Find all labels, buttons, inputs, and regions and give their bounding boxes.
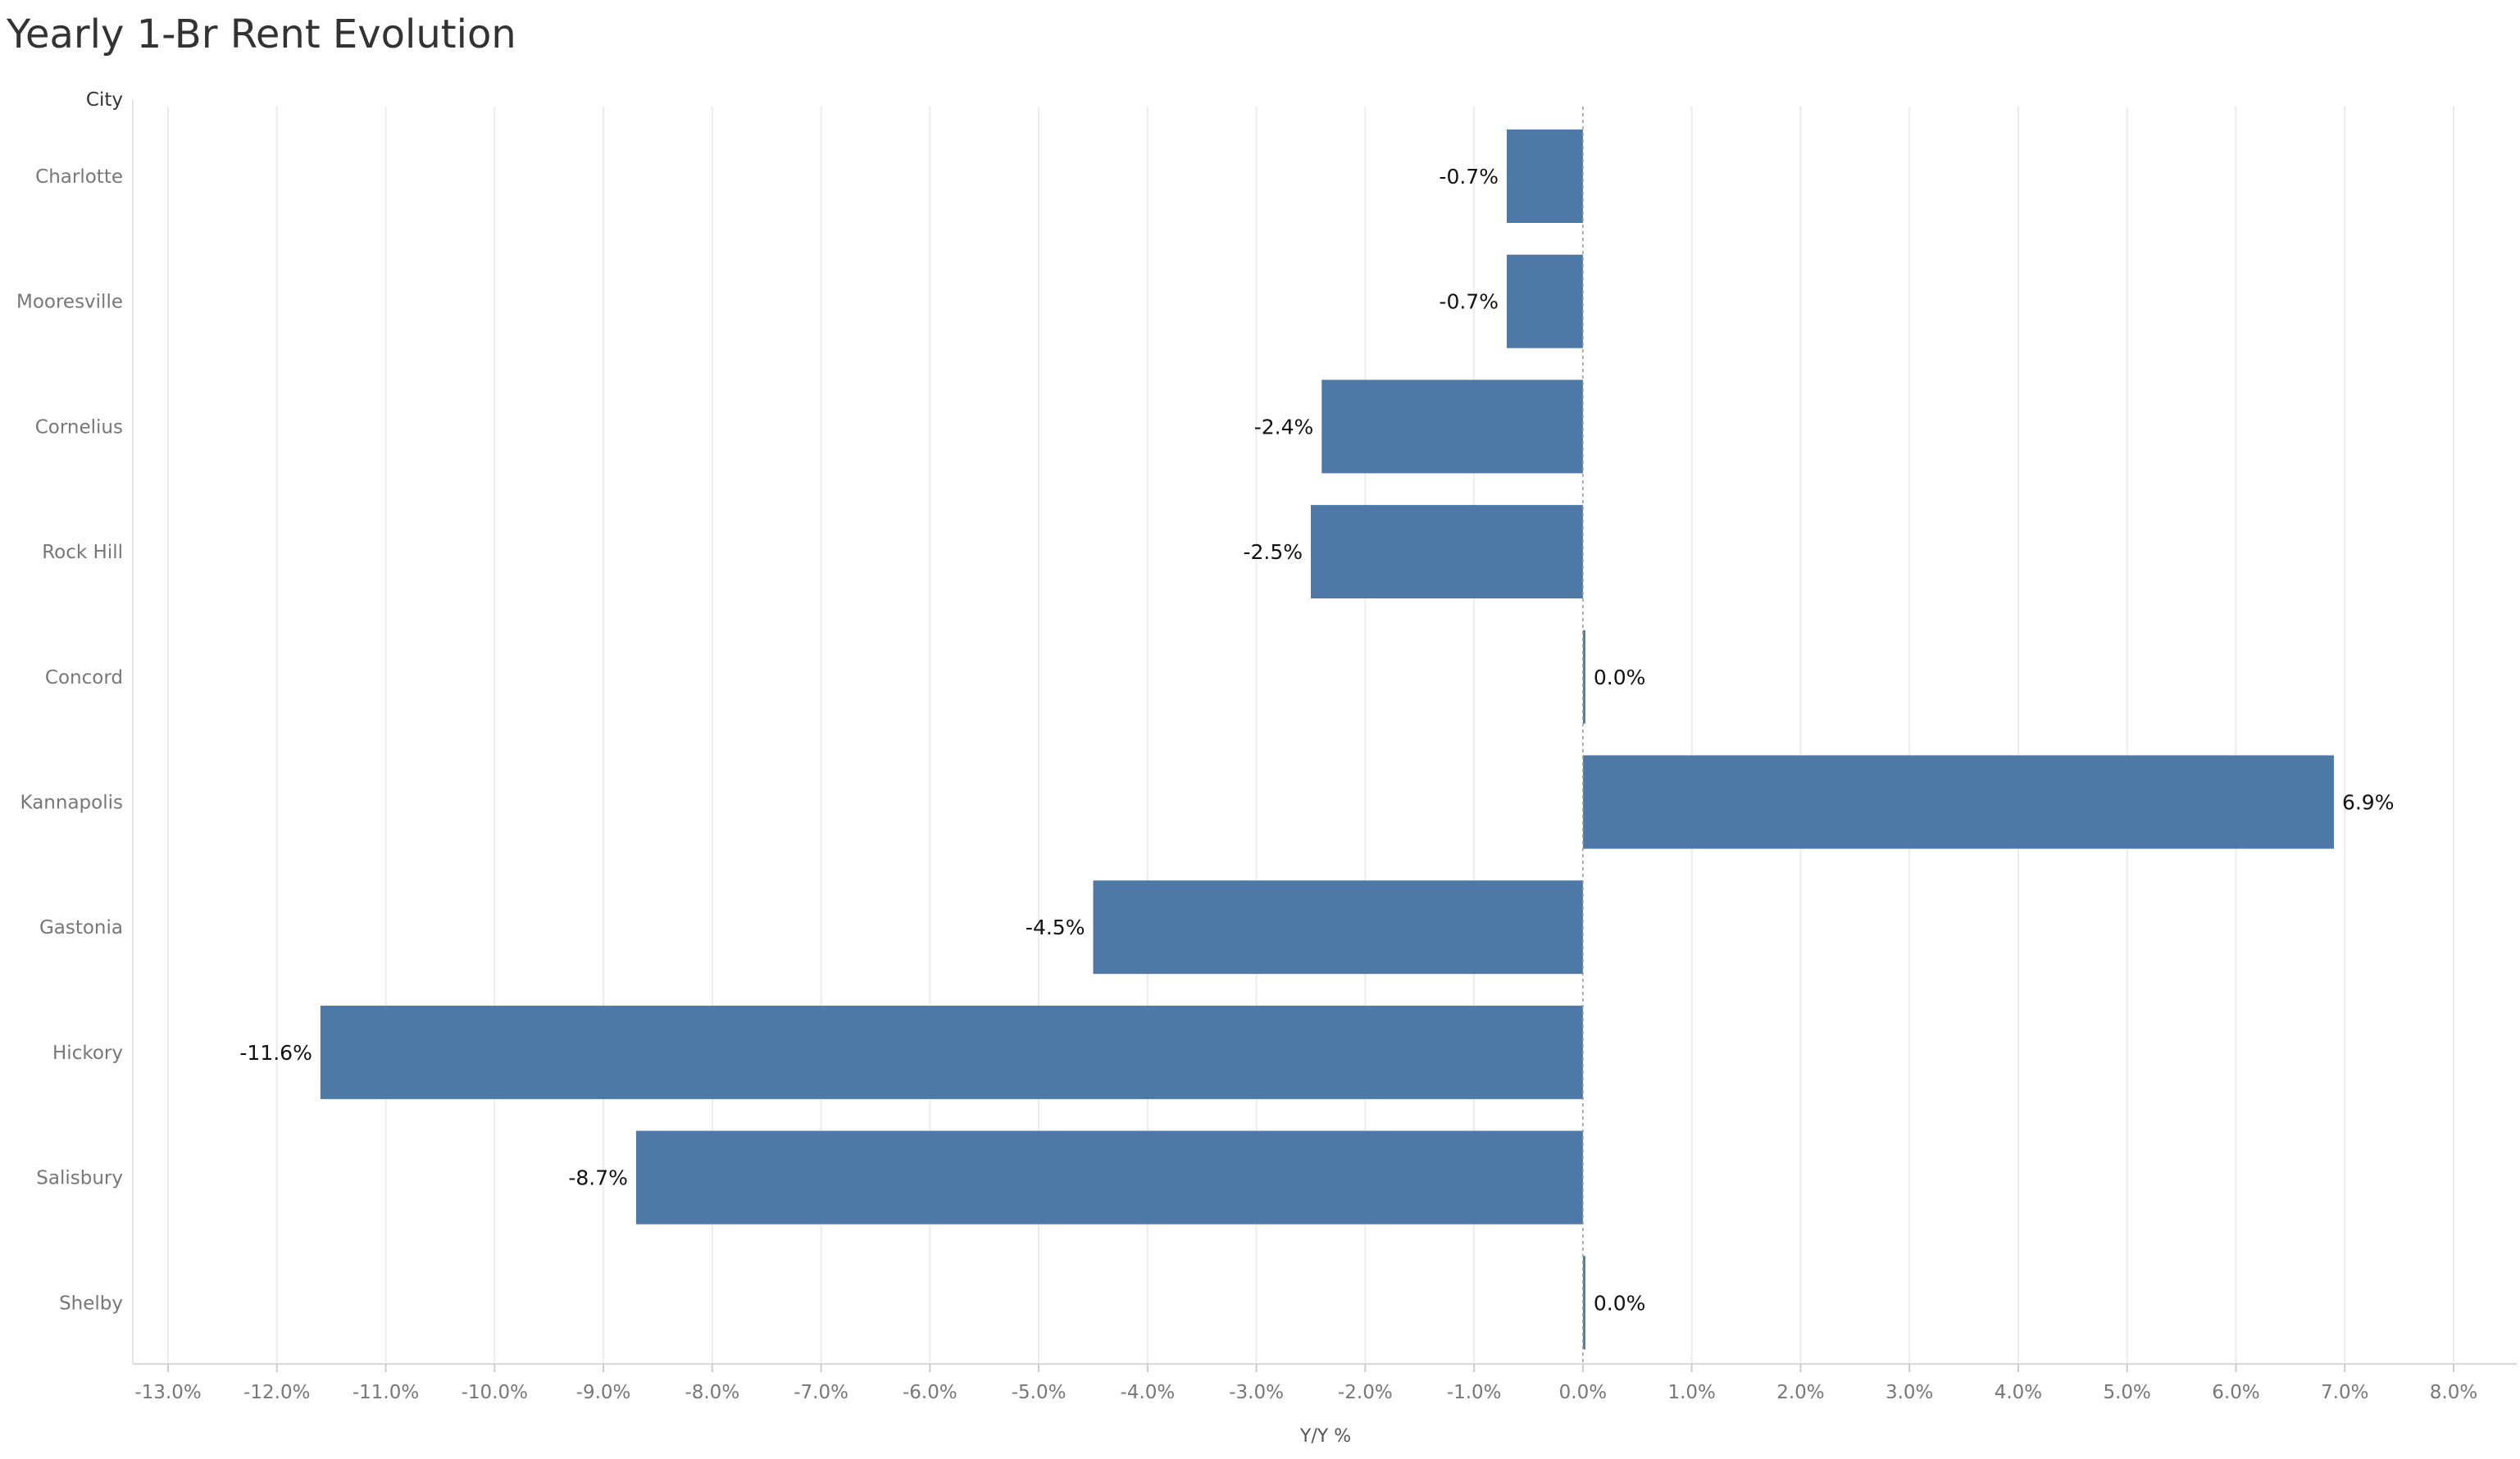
category-label: Shelby [59,1293,123,1314]
x-tick-label: -8.0% [685,1382,739,1403]
x-tick-label: -1.0% [1447,1382,1502,1403]
x-axis-title: Y/Y % [1299,1426,1351,1447]
x-tick-label: -4.0% [1120,1382,1175,1403]
x-tick-label: -7.0% [794,1382,848,1403]
bar-gastonia[interactable] [1093,880,1583,975]
row-header: City [86,89,123,111]
x-tick-label: -11.0% [353,1382,419,1403]
x-tick-label: -2.0% [1338,1382,1393,1403]
x-tick-label: -13.0% [134,1382,201,1403]
x-axis: -13.0% -12.0% -11.0% -10.0% -9.0% -8.0% -7.0% -… [133,1363,2517,1403]
data-label: -2.5% [1243,540,1303,564]
data-label: -11.6% [239,1041,312,1065]
category-label: Rock Hill [42,542,123,563]
bar-hickory[interactable] [320,1005,1583,1099]
bar-salisbury[interactable] [635,1130,1583,1225]
x-tick-label: -9.0% [576,1382,631,1403]
category-label: Cornelius [35,416,123,438]
bar-shelby[interactable] [1582,1256,1585,1350]
data-label: 0.0% [1594,1291,1646,1315]
data-label: -8.7% [568,1166,628,1190]
x-tick-label: -12.0% [243,1382,310,1403]
data-label: -0.7% [1439,290,1499,314]
bar-rock-hill[interactable] [1311,505,1583,599]
x-tick-label: -10.0% [462,1382,528,1403]
x-tick-label: 5.0% [2103,1382,2150,1403]
x-tick-label: -3.0% [1229,1382,1284,1403]
data-labels: -0.7% -0.7% -2.4% -2.5% 0.0% 6.9% -4.5% -11.6% -… [239,165,2394,1315]
category-labels: Charlotte Mooresville Cornelius Rock Hill Co… [16,166,123,1314]
bar-concord[interactable] [1582,630,1585,724]
chart-title: Yearly 1-Br Rent Evolution [7,11,516,57]
category-label: Gastonia [39,917,123,939]
data-label: -0.7% [1439,165,1499,189]
x-tick-label: 7.0% [2321,1382,2368,1403]
data-label: -4.5% [1026,916,1085,939]
x-tick-label: -5.0% [1012,1382,1067,1403]
category-label: Kannapolis [20,793,123,814]
bar-kannapolis[interactable] [1582,755,2334,849]
bar-cornelius[interactable] [1321,380,1583,474]
x-tick-label: 2.0% [1776,1382,1824,1403]
bars [320,107,2334,1364]
x-tick-label: -6.0% [903,1382,958,1403]
x-tick-label: 8.0% [2430,1382,2477,1403]
x-tick-label: 1.0% [1667,1382,1715,1403]
bar-charlotte[interactable] [1506,130,1583,223]
x-tick-label: 3.0% [1885,1382,1933,1403]
category-label: Salisbury [36,1168,123,1189]
category-label: Hickory [52,1043,123,1064]
category-label: Charlotte [35,166,123,188]
x-tick-label: 4.0% [1995,1382,2042,1403]
data-label: -2.4% [1254,415,1314,439]
x-tick-label: 0.0% [1559,1382,1607,1403]
category-label: Mooresville [16,292,123,313]
data-label: 0.0% [1594,666,1646,689]
bar-mooresville[interactable] [1506,254,1583,348]
category-label: Concord [45,667,123,689]
data-label: 6.9% [2342,791,2395,815]
x-tick-label: 6.0% [2212,1382,2259,1403]
